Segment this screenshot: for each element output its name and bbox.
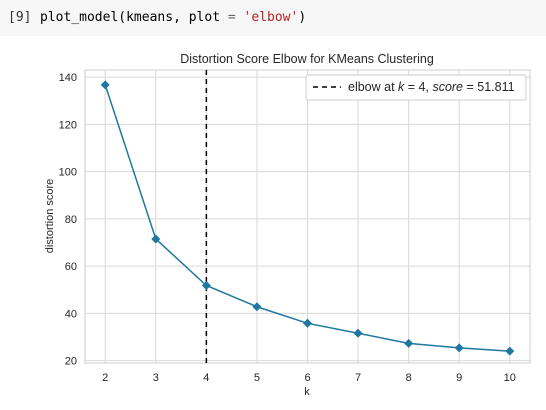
x-tick-label: 2 <box>102 372 108 384</box>
x-tick-label: 4 <box>203 372 209 384</box>
data-point <box>404 338 414 348</box>
series-markers <box>100 80 515 356</box>
legend-k-symbol: k <box>398 80 405 94</box>
code-paren-open: ( <box>118 10 127 25</box>
x-tick-label: 3 <box>153 372 159 384</box>
x-ticks: 2 3 4 5 6 7 8 9 10 <box>102 372 516 384</box>
y-tick-label: 80 <box>65 214 77 226</box>
data-point <box>201 280 211 290</box>
legend: elbow at k = 4, score = 51.811 <box>305 74 527 101</box>
code-function: plot_model <box>40 10 119 25</box>
data-point <box>100 80 110 90</box>
x-tick-label: 9 <box>456 372 462 384</box>
x-axis-label: k <box>304 386 310 398</box>
x-tick-label: 7 <box>355 372 361 384</box>
legend-box <box>305 74 527 101</box>
cell-code[interactable]: plot_model(kmeans, plot = 'elbow') <box>40 0 306 36</box>
data-point <box>353 328 363 338</box>
y-tick-label: 120 <box>59 119 77 131</box>
plot-frame <box>84 69 531 364</box>
legend-label: elbow at k = 4, score = 51.811 <box>348 80 515 94</box>
y-tick-label: 100 <box>59 167 77 179</box>
data-point <box>454 343 464 353</box>
code-arg: kmeans <box>126 10 174 25</box>
y-tick-label: 60 <box>65 261 77 273</box>
legend-score-value: = 51.811 <box>463 80 515 94</box>
data-point <box>151 234 161 244</box>
legend-text-prefix: elbow at <box>348 80 398 94</box>
code-comma: , <box>173 10 189 25</box>
x-tick-label: 8 <box>406 372 412 384</box>
y-tick-label: 40 <box>65 308 77 320</box>
y-tick-label: 140 <box>59 72 77 84</box>
elbow-chart: Distortion Score Elbow for KMeans Cluste… <box>44 52 531 398</box>
input-cell[interactable]: [9] plot_model(kmeans, plot = 'elbow') <box>0 0 546 36</box>
code-equals: = <box>220 10 244 25</box>
code-paren-close: ) <box>298 10 307 25</box>
code-keyword: plot <box>188 10 221 25</box>
data-point <box>303 318 312 328</box>
x-tick-label: 5 <box>254 372 260 384</box>
legend-score-symbol: score <box>432 80 463 94</box>
y-ticks: 20 40 60 80 100 120 140 <box>59 72 77 368</box>
legend-k-value: = 4, <box>404 80 432 94</box>
code-string: 'elbow' <box>243 10 299 25</box>
x-tick-label: 6 <box>304 372 310 384</box>
chart-title: Distortion Score Elbow for KMeans Cluste… <box>180 52 434 66</box>
y-tick-label: 20 <box>65 356 77 368</box>
cell-prompt: [9] <box>8 10 32 25</box>
data-point <box>505 346 515 356</box>
data-point <box>252 302 262 312</box>
y-axis-label: distortion score <box>44 179 56 254</box>
x-tick-label: 10 <box>504 372 516 384</box>
grid <box>85 70 530 363</box>
